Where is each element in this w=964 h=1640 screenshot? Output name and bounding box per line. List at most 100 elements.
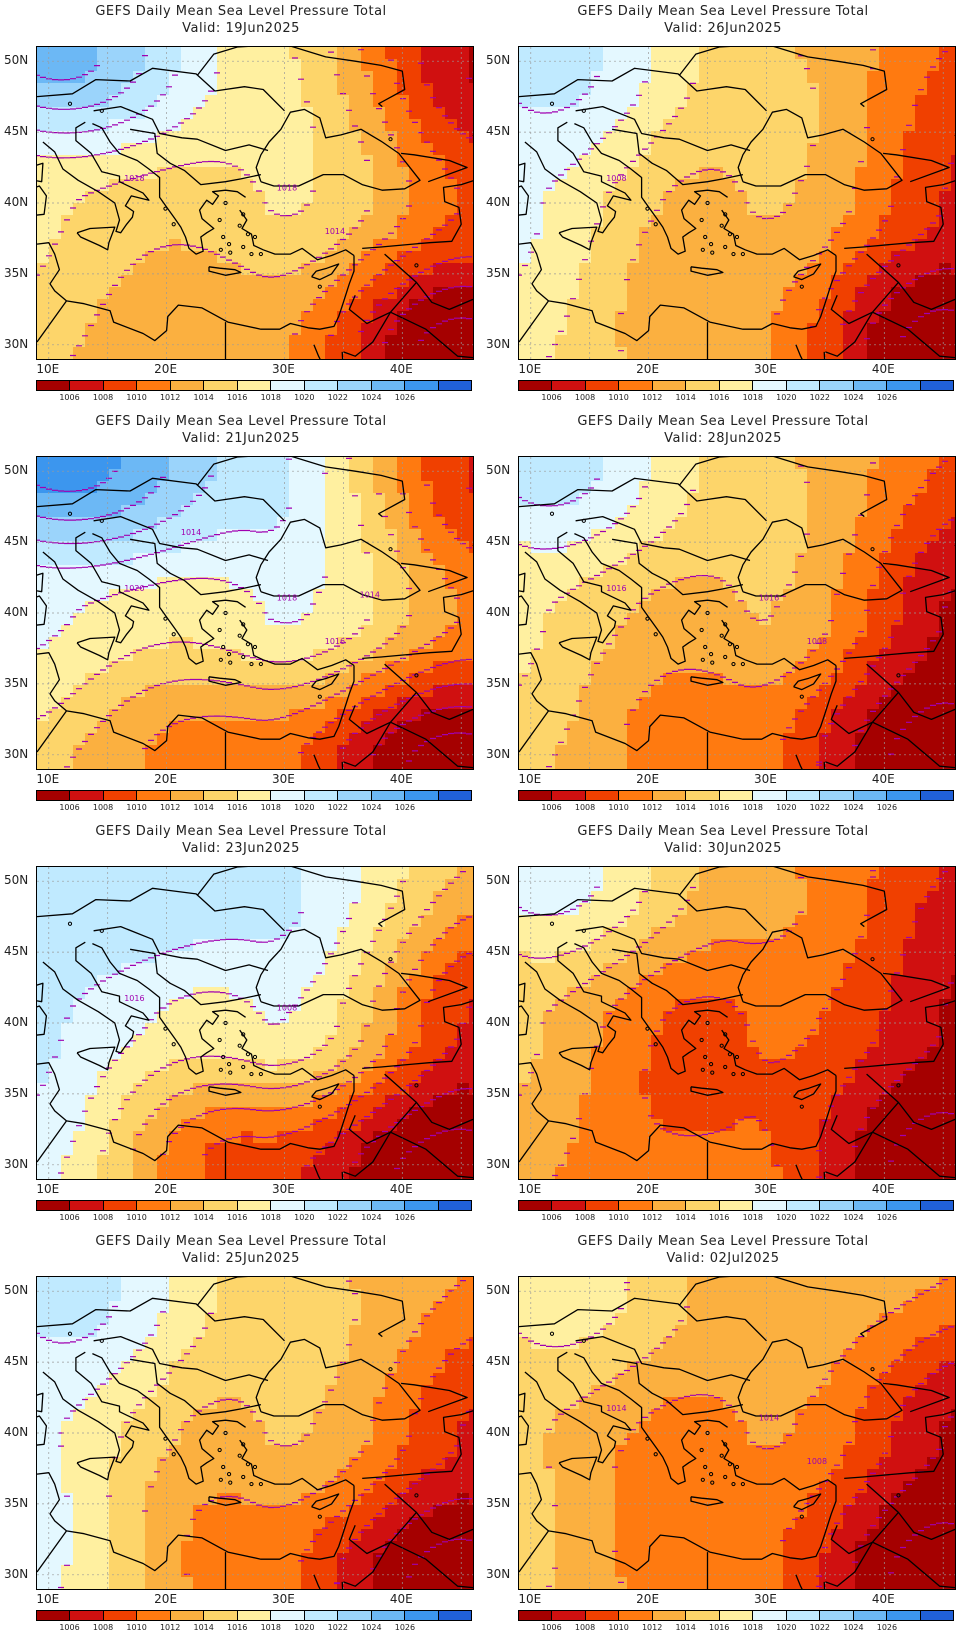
pressure-map: 1016 1008	[36, 866, 474, 1180]
latitude-tick-label: 40N	[486, 195, 511, 209]
colorbar-tick: 1022	[809, 1213, 831, 1222]
colorbar-tick: 1026	[876, 1623, 898, 1632]
colorbar-tick: 1022	[809, 803, 831, 812]
colorbar-tick: 1008	[92, 803, 114, 812]
latitude-tick-label: 30N	[4, 746, 29, 761]
colorbar-tick: 1012	[159, 803, 181, 812]
colorbar-swatch	[585, 1611, 620, 1620]
isobar-lines	[519, 1279, 954, 1587]
coastlines-and-borders	[37, 867, 473, 1179]
colorbar-swatch	[170, 1611, 205, 1620]
colorbar-swatch	[820, 1201, 854, 1210]
colorbar-swatch	[70, 381, 104, 390]
colorbar-tick: 1010	[608, 1213, 629, 1222]
pressure-field-svg: 1016 1008	[37, 867, 473, 1179]
colorbar-swatch	[170, 1201, 205, 1210]
colorbar-tick: 1006	[59, 393, 80, 402]
colorbar-swatch	[37, 1611, 71, 1620]
isobar-label: 1008	[807, 1457, 827, 1466]
colorbar-tick: 1014	[193, 1623, 214, 1632]
map-panel: GEFS Daily Mean Sea Level Pressure Total…	[0, 1230, 482, 1640]
pressure-map	[36, 1276, 474, 1590]
longitude-tick-label: 20E	[154, 772, 178, 786]
colorbar-swatch	[552, 1611, 586, 1620]
isobar-label: 1014	[360, 590, 380, 599]
colorbar-tick: 1016	[709, 803, 730, 812]
colorbar-tick: 1010	[126, 393, 147, 402]
colorbar-tick: 1006	[541, 1213, 562, 1222]
colorbar-swatch	[304, 1201, 339, 1210]
colorbar-tick: 1014	[675, 1213, 696, 1222]
map-panel: GEFS Daily Mean Sea Level Pressure Total…	[482, 0, 964, 410]
colorbar-tick: 1018	[260, 1213, 281, 1222]
isobar-label: 1008	[807, 637, 827, 646]
pressure-shading	[519, 867, 955, 1179]
longitude-tick-label: 10E	[518, 1182, 542, 1196]
latitude-tick-label: 40N	[4, 605, 29, 619]
colorbar-tick: 1008	[92, 1213, 114, 1222]
isobar-label: 1018	[124, 174, 144, 183]
longitude-tick-label: 20E	[636, 1592, 660, 1606]
colorbar-swatch	[304, 1611, 339, 1620]
latitude-tick-label: 45N	[4, 124, 29, 139]
colorbar-tick: 1022	[809, 1623, 831, 1632]
isobar-lines	[37, 1280, 472, 1589]
latitude-tick-label: 45N	[486, 124, 511, 139]
colorbar-swatch	[686, 381, 720, 390]
pressure-map: 1008	[518, 46, 956, 360]
colorbar-tick: 1018	[742, 803, 763, 812]
latitude-tick-label: 45N	[4, 534, 29, 549]
colorbar-swatch	[920, 791, 954, 800]
colorbar-swatch	[820, 1611, 854, 1620]
colorbar-tick: 1024	[361, 393, 382, 402]
colorbar-tick: 1020	[294, 1623, 315, 1632]
longitude-tick-label: 30E	[754, 1182, 777, 1196]
colorbar-swatch	[37, 1201, 71, 1210]
colorbar-tick: 1026	[394, 1213, 416, 1222]
coastlines-and-borders	[37, 1277, 473, 1589]
colorbar-swatch	[271, 381, 305, 390]
colorbar-swatch	[271, 1611, 305, 1620]
colorbar-tick: 1020	[294, 803, 315, 812]
colorbar-swatch	[719, 791, 754, 800]
isobar-label: 1014	[606, 1404, 626, 1413]
colorbar-swatch	[786, 1201, 821, 1210]
colorbar-tick: 1008	[574, 1623, 596, 1632]
panel-title: GEFS Daily Mean Sea Level Pressure Total	[95, 1234, 387, 1249]
colorbar-tick: 1018	[742, 1213, 763, 1222]
colorbar-swatch	[920, 381, 954, 390]
pressure-field-svg: 1008	[519, 47, 955, 359]
pressure-map	[518, 866, 956, 1180]
colorbar-tick: 1020	[776, 803, 797, 812]
latitude-tick-label: 30N	[4, 1156, 29, 1171]
colorbar-tick: 1016	[227, 1623, 248, 1632]
pressure-shading	[37, 457, 473, 769]
colorbar-swatch	[853, 1201, 888, 1210]
panel-valid-date: Valid: 28Jun2025	[664, 431, 782, 446]
lat-lon-gridlines	[37, 457, 473, 769]
colorbar-swatch	[37, 791, 71, 800]
colorbar-tick: 1008	[92, 1623, 114, 1632]
colorbar-swatch	[338, 1611, 372, 1620]
colorbar-swatch	[137, 1201, 171, 1210]
pressure-field-svg: 1018 1018 1014	[37, 47, 473, 359]
colorbar-tick: 1010	[126, 1213, 147, 1222]
longitude-tick-label: 10E	[36, 772, 60, 786]
longitude-tick-label: 10E	[518, 1592, 542, 1606]
colorbar-swatch	[204, 1201, 238, 1210]
colorbar-swatch	[204, 1611, 238, 1620]
lat-lon-gridlines	[519, 457, 955, 769]
panel-valid-date: Valid: 19Jun2025	[182, 21, 300, 36]
longitude-tick-label: 20E	[154, 362, 178, 376]
colorbar-swatch	[338, 1201, 372, 1210]
latitude-tick-label: 40N	[4, 1015, 29, 1029]
colorbar-tick: 1026	[876, 393, 898, 402]
latitude-tick-label: 50N	[4, 1283, 29, 1298]
longitude-tick-label: 40E	[871, 362, 895, 376]
pressure-map: 1020 1018 1016 1014 1014	[36, 456, 474, 770]
latitude-tick-label: 35N	[4, 675, 29, 690]
colorbar-swatch	[719, 1201, 754, 1210]
colorbar-tick: 1022	[327, 1623, 349, 1632]
colorbar-swatch	[405, 791, 439, 800]
colorbar-tick: 1020	[294, 1213, 315, 1222]
